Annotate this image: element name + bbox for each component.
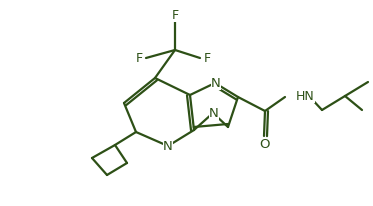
Text: N: N: [211, 76, 221, 89]
Text: N: N: [209, 107, 219, 119]
Text: F: F: [135, 52, 142, 64]
Text: HN: HN: [296, 89, 315, 103]
Text: F: F: [203, 52, 211, 64]
Text: N: N: [163, 139, 173, 152]
Text: O: O: [259, 137, 269, 151]
Text: F: F: [172, 8, 179, 21]
